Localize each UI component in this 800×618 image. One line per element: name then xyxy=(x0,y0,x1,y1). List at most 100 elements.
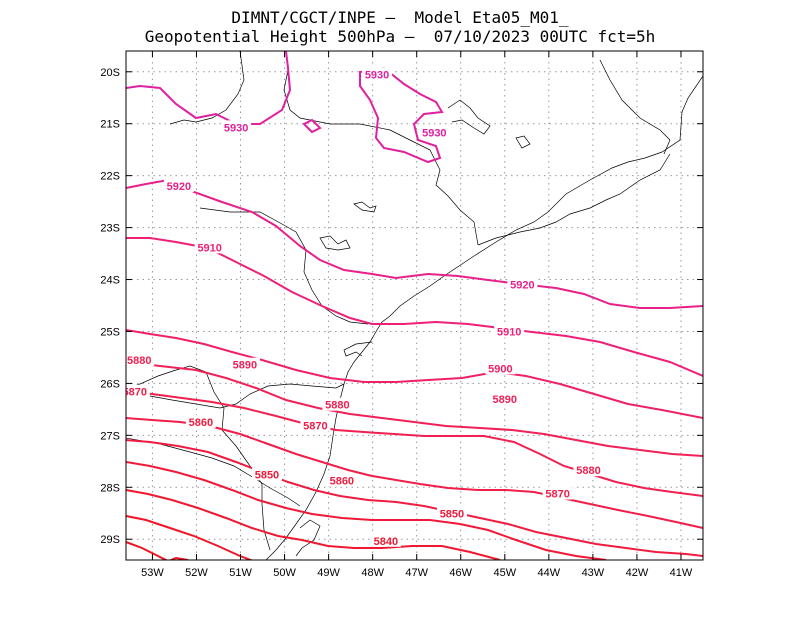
lon-tick-label: 47W xyxy=(405,567,428,579)
contour-5930-loop xyxy=(359,66,444,164)
contour-label-bg xyxy=(485,361,516,375)
lon-tick-label: 49W xyxy=(317,567,340,579)
contour-label-bg xyxy=(126,384,150,398)
state-border-ms-sp xyxy=(169,51,245,125)
contour-label: 5930 xyxy=(422,128,446,140)
contour-5900 xyxy=(126,329,703,419)
state-border-mg-rj xyxy=(477,153,671,246)
lat-tick-label: 25S xyxy=(100,326,120,338)
contour-label: 5910 xyxy=(497,326,521,338)
contour-label-bg xyxy=(489,391,520,405)
contour-label: 5930 xyxy=(365,69,389,81)
lon-tick-label: 50W xyxy=(273,567,296,579)
reservoir-3 xyxy=(515,135,531,149)
contour-5850 xyxy=(126,461,607,560)
lon-tick-label: 53W xyxy=(141,567,164,579)
contour-label-bg xyxy=(322,397,353,411)
contour-5920 xyxy=(126,178,703,309)
lat-tick-label: 20S xyxy=(100,67,120,79)
contour-label-bg xyxy=(542,486,573,500)
lat-tick-label: 29S xyxy=(100,534,120,546)
contour-label-bg xyxy=(436,506,467,520)
coastline xyxy=(265,75,703,560)
contour-label-bg xyxy=(194,240,225,254)
contour-5930-north xyxy=(126,51,292,125)
contour-5830 xyxy=(126,515,254,560)
contour-label-bg xyxy=(362,67,393,81)
lon-tick-label: 51W xyxy=(229,567,252,579)
contour-label: 5880 xyxy=(325,400,349,412)
contour-label: 5860 xyxy=(330,476,354,488)
contour-label: 5920 xyxy=(510,280,534,292)
contour-5890 xyxy=(126,361,703,457)
furnas-reservoir xyxy=(447,99,491,135)
reservoir-2 xyxy=(353,201,377,213)
contour-label: 5850 xyxy=(440,508,464,520)
reservoir-1 xyxy=(319,235,351,251)
contour-label: 5920 xyxy=(167,181,191,193)
lon-tick-label: 48W xyxy=(361,567,384,579)
lon-tick-label: 45W xyxy=(493,567,516,579)
paranagua-bay xyxy=(343,341,373,357)
contour-label: 5880 xyxy=(127,355,151,367)
contour-label: 5850 xyxy=(255,469,279,481)
lat-tick-label: 28S xyxy=(100,482,120,494)
lat-tick-label: 24S xyxy=(100,275,120,287)
contour-label-bg xyxy=(221,120,252,134)
contour-label-bg xyxy=(229,357,260,371)
contour-5910 xyxy=(126,237,703,377)
contour-label: 5900 xyxy=(488,363,512,375)
contour-label: 5930 xyxy=(224,122,248,134)
contour-5860 xyxy=(126,439,703,557)
state-border-sc-rs xyxy=(126,437,301,507)
contour-label: 5880 xyxy=(576,465,600,477)
contour-label-bg xyxy=(419,125,450,139)
contour-label: 5860 xyxy=(189,417,213,429)
lat-tick-label: 21S xyxy=(100,119,120,131)
contour-label-bg xyxy=(326,473,357,487)
contour-5870 xyxy=(126,417,703,529)
map-frame xyxy=(125,50,704,561)
contour-label: 5890 xyxy=(493,394,517,406)
map-title: DIMNT/CGCT/INPE – Model Eta05_M01_ xyxy=(231,8,569,27)
contour-label-bg xyxy=(507,277,538,291)
contour-label-bg xyxy=(573,463,604,477)
contour-label-bg xyxy=(251,467,282,481)
lat-tick-label: 26S xyxy=(100,378,120,390)
contour-5810 xyxy=(168,556,189,560)
contour-label-bg xyxy=(185,414,216,428)
contour-label: 5890 xyxy=(233,360,257,372)
lon-tick-label: 52W xyxy=(185,567,208,579)
lon-tick-label: 46W xyxy=(449,567,472,579)
contour-label: 5910 xyxy=(197,242,221,254)
lat-tick-label: 22S xyxy=(100,171,120,183)
contour-labels: 5930 5930 5930 5920 5920 5910 5910 5900 5890 5890… xyxy=(123,67,604,548)
contour-5820 xyxy=(126,541,169,560)
contour-label-bg xyxy=(126,353,155,367)
lat-tick-label: 23S xyxy=(100,223,120,235)
contour-5930-small xyxy=(302,118,322,134)
state-border-mg-es xyxy=(599,59,671,155)
contour-label-bg xyxy=(370,533,401,547)
contour-5840 xyxy=(126,489,501,560)
map-subtitle: Geopotential Height 500hPa – 07/10/2023 … xyxy=(144,27,656,46)
contour-label-bg xyxy=(300,418,331,432)
contour-label-bg xyxy=(494,324,525,338)
lon-tick-label: 42W xyxy=(626,567,649,579)
state-border-pr-sp xyxy=(199,207,369,325)
contour-label-bg xyxy=(163,179,194,193)
lon-tick-label: 41W xyxy=(670,567,693,579)
contour-label: 5870 xyxy=(545,489,569,501)
geopotential-contours xyxy=(126,51,703,560)
contour-label: 5870 xyxy=(123,387,147,399)
river-uruguay xyxy=(221,429,271,551)
lon-tick-label: 44W xyxy=(538,567,561,579)
lat-tick-label: 27S xyxy=(100,430,120,442)
state-border-pr-sc xyxy=(126,383,345,409)
lagoa-dos-patos xyxy=(295,519,321,557)
contour-label: 5870 xyxy=(303,420,327,432)
lon-tick-label: 43W xyxy=(582,567,605,579)
contour-5880 xyxy=(126,389,703,497)
